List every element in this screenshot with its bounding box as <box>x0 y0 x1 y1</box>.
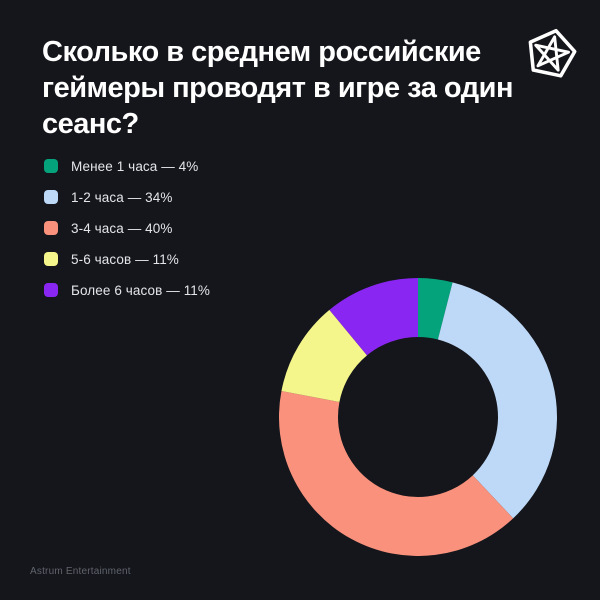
legend-label: 1-2 часа — 34% <box>71 189 173 205</box>
donut-segment-4 <box>281 309 368 403</box>
legend-item: 5-6 часов — 11% <box>44 251 210 267</box>
donut-segment-1 <box>418 278 453 340</box>
donut-segment-5 <box>329 278 418 356</box>
donut-segment-3 <box>279 390 514 556</box>
legend-item: 3-4 часа — 40% <box>44 220 210 236</box>
title-line-3: сеанс? <box>42 108 139 140</box>
legend-label: Менее 1 часа — 4% <box>71 158 199 174</box>
legend-swatch <box>44 221 58 235</box>
legend-swatch <box>44 159 58 173</box>
donut-chart <box>279 278 557 556</box>
legend-swatch <box>44 190 58 204</box>
legend-label: Более 6 часов — 11% <box>71 282 211 298</box>
legend-item: Менее 1 часа — 4% <box>44 158 210 174</box>
donut-segment-2 <box>437 282 557 519</box>
legend-label: 3-4 часа — 40% <box>71 220 173 236</box>
legend-label: 5-6 часов — 11% <box>71 251 179 267</box>
title-line-2: геймеры проводят в игре за один <box>42 72 513 104</box>
footer-brand-label: Astrum Entertainment <box>30 566 131 577</box>
legend-item: 1-2 часа — 34% <box>44 189 210 205</box>
chart-legend: Менее 1 часа — 4% 1-2 часа — 34% 3-4 часа … <box>44 159 210 314</box>
legend-swatch <box>44 252 58 266</box>
page-title: Сколько в среднем российские геймеры про… <box>42 34 513 142</box>
legend-swatch <box>44 283 58 297</box>
legend-item: Более 6 часов — 11% <box>44 282 211 298</box>
title-line-1: Сколько в среднем российские <box>42 36 481 68</box>
astrum-logo-icon <box>528 28 577 78</box>
